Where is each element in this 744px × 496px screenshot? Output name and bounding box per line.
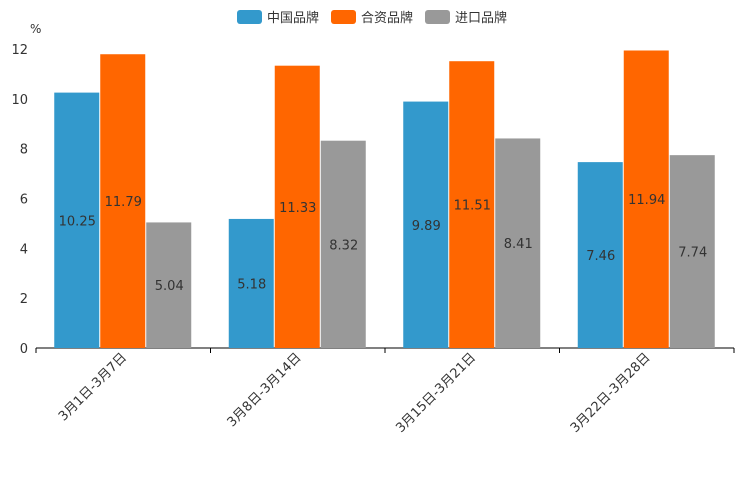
bar-1-4 — [577, 162, 623, 348]
legend-item-joint-venture-brand[interactable]: 合资品牌 — [330, 7, 413, 26]
y-tick-label: 10 — [11, 93, 28, 108]
data-label: 10.25 — [59, 214, 96, 229]
data-label: 5.04 — [155, 279, 184, 294]
x-tick-label: 3月15日-3月21日 — [393, 350, 479, 436]
y-tick-label: 12 — [11, 43, 28, 58]
legend-swatch-china-brand — [236, 9, 262, 24]
y-tick-label: 0 — [20, 342, 28, 357]
x-tick-label: 3月22日-3月28日 — [568, 350, 654, 436]
legend-label-china-brand: 中国品牌 — [266, 11, 319, 26]
legend-swatch-import-brand — [425, 9, 450, 24]
bar-2-4 — [623, 50, 669, 349]
y-tick-label: 4 — [20, 242, 28, 257]
y-tick-label: 6 — [20, 193, 28, 208]
data-label: 11.33 — [279, 201, 316, 216]
bar-2-1 — [100, 54, 146, 349]
data-label: 11.51 — [454, 199, 491, 214]
legend-label-joint-venture-brand: 合资品牌 — [360, 11, 413, 26]
data-label: 8.32 — [329, 238, 358, 253]
x-tick-label: 3月1日-3月7日 — [56, 350, 130, 424]
data-label: 11.94 — [628, 193, 665, 208]
bar-3-4 — [669, 155, 715, 348]
y-tick-label: 8 — [20, 143, 28, 158]
legend-item-china-brand[interactable]: 中国品牌 — [236, 7, 319, 26]
legend-swatch-joint-venture-brand — [330, 9, 356, 24]
bar-1-3 — [403, 101, 449, 349]
bar-3-3 — [495, 138, 541, 348]
data-label: 9.89 — [412, 219, 441, 234]
data-label: 7.74 — [678, 246, 707, 261]
data-label: 5.18 — [237, 277, 266, 292]
bar-3-2 — [320, 140, 366, 348]
data-label: 7.46 — [586, 249, 615, 264]
bar-1-1 — [54, 92, 100, 349]
bar-2-2 — [274, 65, 320, 349]
legend-item-import-brand[interactable]: 进口品牌 — [425, 7, 507, 26]
data-label: 8.41 — [504, 237, 533, 252]
x-tick-label: 3月8日-3月14日 — [225, 350, 305, 430]
y-axis-unit: % — [30, 22, 42, 36]
y-tick-label: 2 — [20, 292, 28, 307]
bar-2-3 — [449, 61, 495, 348]
data-label: 11.79 — [105, 195, 142, 210]
bar-3-1 — [146, 222, 192, 348]
bar-1-2 — [228, 218, 274, 348]
legend: 中国品牌 合资品牌 进口品牌 — [0, 7, 744, 26]
legend-label-import-brand: 进口品牌 — [455, 11, 508, 26]
